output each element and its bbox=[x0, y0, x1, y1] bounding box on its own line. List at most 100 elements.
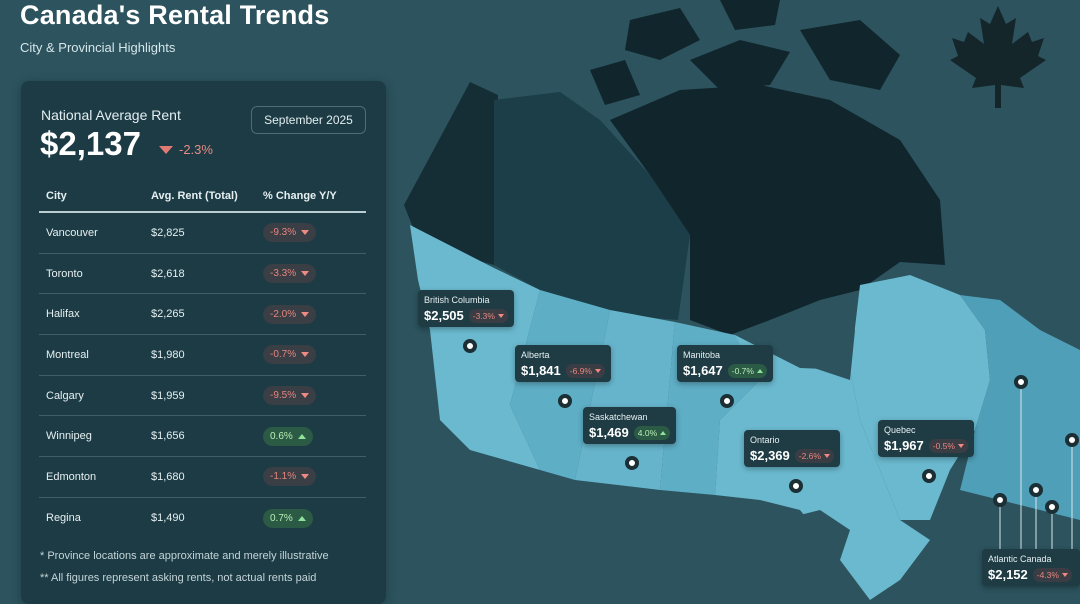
trend-down-icon bbox=[301, 393, 310, 399]
change-badge: -9.5% bbox=[263, 386, 317, 406]
map-pin[interactable] bbox=[1045, 500, 1059, 514]
trend-up-icon bbox=[660, 430, 667, 435]
change-cell: -1.1% bbox=[263, 467, 363, 487]
province-name: Saskatchewan bbox=[589, 412, 648, 422]
table-row[interactable]: Winnipeg $1,656 0.6% bbox=[39, 416, 366, 458]
city-rent: $1,490 bbox=[151, 512, 185, 525]
map-pin[interactable] bbox=[789, 479, 803, 493]
city-name: Montreal bbox=[46, 348, 89, 361]
map-hudson-bay bbox=[770, 302, 855, 380]
map-ontario bbox=[715, 335, 930, 600]
column-header-change[interactable]: % Change Y/Y bbox=[263, 190, 337, 202]
change-badge: -4.3% bbox=[1032, 567, 1072, 582]
table-row[interactable]: Montreal $1,980 -0.7% bbox=[39, 335, 366, 376]
change-badge: 0.6% bbox=[263, 426, 313, 446]
province-value: $2,152 bbox=[988, 567, 1028, 582]
change-cell: -3.3% bbox=[263, 264, 363, 284]
date-selector-button[interactable]: September 2025 bbox=[251, 106, 366, 134]
change-cell: -0.7% bbox=[263, 345, 363, 365]
table-row[interactable]: Vancouver $2,825 -9.3% bbox=[39, 213, 366, 254]
province-card-alberta[interactable]: Alberta $1,841 -6.9% bbox=[515, 345, 611, 382]
trend-down-icon bbox=[301, 352, 310, 358]
change-cell: 0.7% bbox=[263, 508, 363, 528]
footnote: * Province locations are approximate and… bbox=[40, 550, 329, 562]
trend-up-icon bbox=[756, 368, 763, 373]
map-pin[interactable] bbox=[1014, 375, 1028, 389]
page-subtitle: City & Provincial Highlights bbox=[20, 40, 176, 55]
province-value: $1,967 bbox=[884, 438, 924, 453]
city-name: Halifax bbox=[46, 308, 80, 321]
map-arctic-island bbox=[800, 20, 900, 90]
column-header-rent[interactable]: Avg. Rent (Total) bbox=[151, 190, 238, 202]
table-row[interactable]: Edmonton $1,680 -1.1% bbox=[39, 457, 366, 498]
map-yukon bbox=[404, 82, 498, 265]
map-arctic-island bbox=[690, 40, 790, 90]
map-atlantic bbox=[960, 295, 1080, 520]
map-quebec bbox=[850, 275, 990, 520]
city-rent: $2,618 bbox=[151, 267, 185, 280]
map-arctic-island bbox=[625, 8, 700, 60]
trend-down-icon bbox=[497, 313, 504, 318]
table-row[interactable]: Calgary $1,959 -9.5% bbox=[39, 376, 366, 417]
province-value: $1,841 bbox=[521, 363, 561, 378]
map-pin[interactable] bbox=[1029, 483, 1043, 497]
table-header: City Avg. Rent (Total) % Change Y/Y bbox=[39, 181, 366, 213]
trend-down-icon bbox=[301, 271, 310, 277]
map-pin[interactable] bbox=[720, 394, 734, 408]
map-pin[interactable] bbox=[558, 394, 572, 408]
table-row[interactable]: Halifax $2,265 -2.0% bbox=[39, 294, 366, 336]
map-arctic-island bbox=[720, 0, 780, 30]
city-rent: $1,656 bbox=[151, 430, 185, 443]
trend-down-icon bbox=[1061, 572, 1068, 577]
change-cell: -9.5% bbox=[263, 386, 363, 406]
city-rent: $1,980 bbox=[151, 348, 185, 361]
trend-down-icon bbox=[159, 145, 173, 154]
trend-down-icon bbox=[301, 311, 310, 317]
table-row[interactable]: Toronto $2,618 -3.3% bbox=[39, 254, 366, 295]
map-great-lakes bbox=[780, 510, 850, 560]
change-cell: 0.6% bbox=[263, 426, 363, 446]
city-rent: $2,265 bbox=[151, 308, 185, 321]
footnote: ** All figures represent asking rents, n… bbox=[40, 572, 317, 584]
map-pin[interactable] bbox=[1065, 433, 1079, 447]
city-rent: $1,959 bbox=[151, 389, 185, 402]
province-card-manitoba[interactable]: Manitoba $1,647 -0.7% bbox=[677, 345, 773, 382]
trend-down-icon bbox=[823, 453, 830, 458]
trend-up-icon bbox=[297, 433, 306, 439]
maple-leaf-icon bbox=[950, 6, 1046, 108]
map-pin[interactable] bbox=[463, 339, 477, 353]
change-badge: -3.3% bbox=[263, 264, 317, 284]
province-card-atlantic-canada[interactable]: Atlantic Canada $2,152 -4.3% bbox=[982, 549, 1080, 586]
change-badge: -1.1% bbox=[263, 467, 317, 487]
change-cell: -2.0% bbox=[263, 304, 363, 324]
page-title: Canada's Rental Trends bbox=[20, 0, 330, 30]
map-pin[interactable] bbox=[922, 469, 936, 483]
national-change-value: -2.3% bbox=[179, 142, 213, 157]
change-badge: -2.6% bbox=[794, 448, 834, 463]
province-card-british-columbia[interactable]: British Columbia $2,505 -3.3% bbox=[418, 290, 514, 327]
map-pin[interactable] bbox=[625, 456, 639, 470]
province-card-saskatchewan[interactable]: Saskatchewan $1,469 4.0% bbox=[583, 407, 677, 444]
province-name: Manitoba bbox=[683, 350, 721, 360]
map-alberta bbox=[510, 290, 610, 480]
map-pin[interactable] bbox=[993, 493, 1007, 507]
province-card-quebec[interactable]: Quebec $1,967 -0.5% bbox=[878, 420, 974, 457]
trend-down-icon bbox=[301, 474, 310, 480]
city-name: Winnipeg bbox=[46, 430, 92, 443]
table-row[interactable]: Regina $1,490 0.7% bbox=[39, 498, 366, 539]
national-change: -2.3% bbox=[159, 142, 213, 157]
column-header-city[interactable]: City bbox=[46, 190, 67, 202]
national-average-label: National Average Rent bbox=[41, 107, 181, 123]
change-badge: -0.5% bbox=[928, 438, 968, 453]
province-value: $1,647 bbox=[683, 363, 723, 378]
change-badge: 0.7% bbox=[263, 508, 313, 528]
table-body: Vancouver $2,825 -9.3% Toronto $2,618 -3.3% Ha… bbox=[39, 213, 366, 539]
change-badge: -3.3% bbox=[468, 308, 508, 323]
trend-down-icon bbox=[957, 443, 964, 448]
province-name: Quebec bbox=[884, 425, 916, 435]
province-card-ontario[interactable]: Ontario $2,369 -2.6% bbox=[744, 430, 840, 467]
province-value: $1,469 bbox=[589, 425, 629, 440]
map-arctic-island bbox=[590, 60, 640, 105]
change-badge: -0.7% bbox=[727, 363, 767, 378]
map-nunavut bbox=[610, 85, 945, 335]
